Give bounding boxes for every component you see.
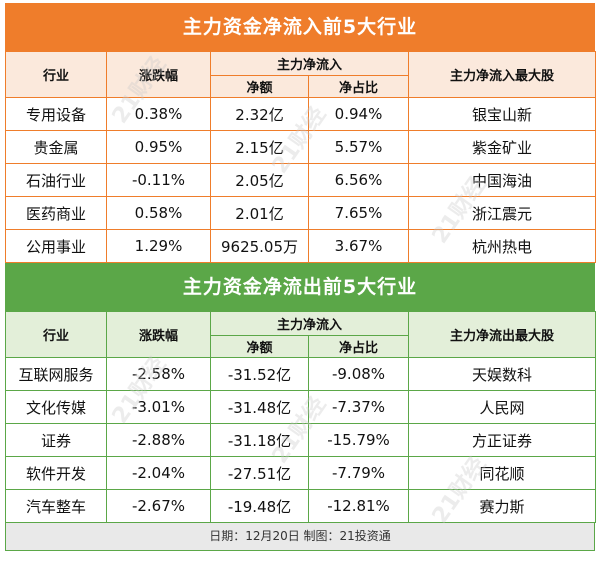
outflow-header-net: 净额 (210, 335, 309, 358)
ratio-cell: 5.57% (307, 130, 410, 164)
change-cell: -2.67% (106, 489, 211, 523)
net-cell: 2.05亿 (210, 163, 309, 197)
table-row: 互联网服务 -2.58% -31.52亿 -9.08% 天娱数科 (5, 357, 597, 391)
ratio-cell: -9.08% (307, 357, 410, 391)
table-row: 专用设备 0.38% 2.32亿 0.94% 银宝山新 (5, 97, 597, 131)
change-cell: 0.58% (106, 196, 211, 230)
inflow-header-ratio: 净占比 (307, 75, 410, 98)
table-row: 汽车整车 -2.67% -19.48亿 -12.81% 赛力斯 (5, 489, 597, 523)
net-cell: -27.51亿 (210, 456, 309, 490)
top-stock-cell: 杭州热电 (408, 229, 597, 263)
table-row: 文化传媒 -3.01% -31.48亿 -7.37% 人民网 (5, 390, 597, 424)
inflow-header-top-stock: 主力净流入最大股 (408, 51, 597, 98)
industry-cell: 汽车整车 (5, 489, 107, 523)
top-stock-cell: 紫金矿业 (408, 130, 597, 164)
table-row: 证券 -2.88% -31.18亿 -15.79% 方正证券 (5, 423, 597, 457)
top-stock-cell: 方正证券 (408, 423, 597, 457)
change-cell: -2.58% (106, 357, 211, 391)
top-stock-cell: 天娱数科 (408, 357, 597, 391)
ratio-cell: -15.79% (307, 423, 410, 457)
ratio-cell: -7.37% (307, 390, 410, 424)
industry-cell: 石油行业 (5, 163, 107, 197)
net-cell: 2.15亿 (210, 130, 309, 164)
ratio-cell: 3.67% (307, 229, 410, 263)
industry-cell: 专用设备 (5, 97, 107, 131)
industry-cell: 医药商业 (5, 196, 107, 230)
outflow-title: 主力资金净流出前5大行业 (5, 263, 595, 311)
net-cell: -31.18亿 (210, 423, 309, 457)
industry-cell: 软件开发 (5, 456, 107, 490)
capital-flow-report: 主力资金净流入前5大行业 行业 涨跌幅 主力净流入 主力净流入最大股 净额 净占… (5, 3, 597, 551)
ratio-cell: 7.65% (307, 196, 410, 230)
top-stock-cell: 同花顺 (408, 456, 597, 490)
outflow-header-industry: 行业 (5, 311, 107, 358)
net-cell: -31.52亿 (210, 357, 309, 391)
table-row: 医药商业 0.58% 2.01亿 7.65% 浙江震元 (5, 196, 597, 230)
outflow-header-group: 主力净流入 (209, 311, 410, 336)
net-cell: -31.48亿 (210, 390, 309, 424)
net-cell: -19.48亿 (210, 489, 309, 523)
industry-cell: 互联网服务 (5, 357, 107, 391)
industry-cell: 证券 (5, 423, 107, 457)
top-stock-cell: 中国海油 (408, 163, 597, 197)
outflow-header-top-stock: 主力净流出最大股 (408, 311, 597, 358)
ratio-cell: -7.79% (307, 456, 410, 490)
inflow-table: 行业 涨跌幅 主力净流入 主力净流入最大股 净额 净占比 专用设备 0.38% … (5, 51, 597, 263)
net-cell: 9625.05万 (210, 229, 309, 263)
table-row: 公用事业 1.29% 9625.05万 3.67% 杭州热电 (5, 229, 597, 263)
inflow-header-change: 涨跌幅 (106, 51, 211, 98)
change-cell: -3.01% (106, 390, 211, 424)
top-stock-cell: 浙江震元 (408, 196, 597, 230)
outflow-table: 行业 涨跌幅 主力净流入 主力净流出最大股 净额 净占比 互联网服务 -2.58… (5, 311, 597, 523)
net-cell: 2.01亿 (210, 196, 309, 230)
inflow-header-net: 净额 (210, 75, 309, 98)
ratio-cell: -12.81% (307, 489, 410, 523)
industry-cell: 公用事业 (5, 229, 107, 263)
inflow-header-group: 主力净流入 (209, 51, 410, 76)
change-cell: 0.38% (106, 97, 211, 131)
outflow-header-change: 涨跌幅 (106, 311, 211, 358)
industry-cell: 贵金属 (5, 130, 107, 164)
net-cell: 2.32亿 (210, 97, 309, 131)
ratio-cell: 6.56% (307, 163, 410, 197)
outflow-header-ratio: 净占比 (307, 335, 410, 358)
change-cell: -2.04% (106, 456, 211, 490)
change-cell: 0.95% (106, 130, 211, 164)
top-stock-cell: 人民网 (408, 390, 597, 424)
inflow-title: 主力资金净流入前5大行业 (5, 3, 595, 51)
industry-cell: 文化传媒 (5, 390, 107, 424)
inflow-header-industry: 行业 (5, 51, 107, 98)
table-row: 贵金属 0.95% 2.15亿 5.57% 紫金矿业 (5, 130, 597, 164)
change-cell: -0.11% (106, 163, 211, 197)
change-cell: -2.88% (106, 423, 211, 457)
change-cell: 1.29% (106, 229, 211, 263)
top-stock-cell: 赛力斯 (408, 489, 597, 523)
table-row: 软件开发 -2.04% -27.51亿 -7.79% 同花顺 (5, 456, 597, 490)
footer-credit: 日期：12月20日 制图：21投资通 (5, 523, 595, 551)
top-stock-cell: 银宝山新 (408, 97, 597, 131)
ratio-cell: 0.94% (307, 97, 410, 131)
table-row: 石油行业 -0.11% 2.05亿 6.56% 中国海油 (5, 163, 597, 197)
